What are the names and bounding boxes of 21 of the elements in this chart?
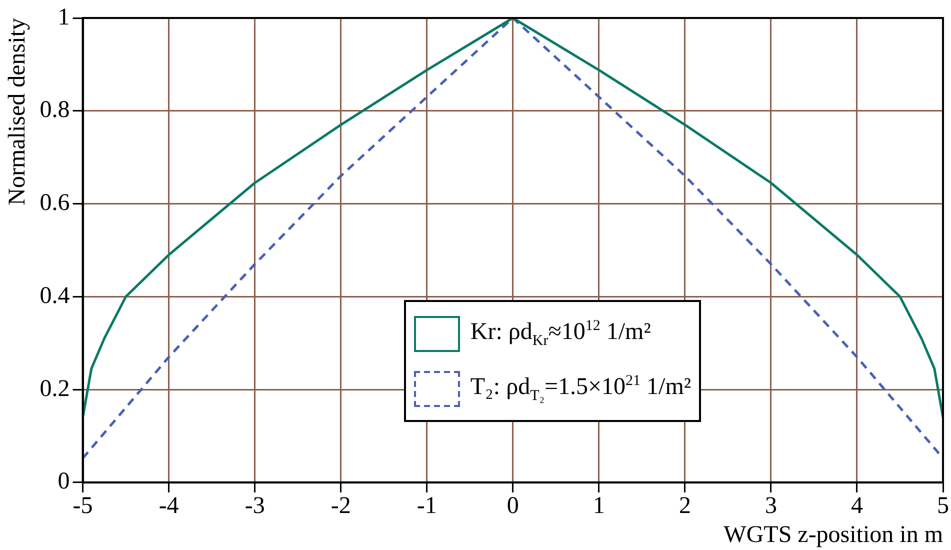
x-tick-label: 5	[937, 493, 949, 520]
x-tick-label: 3	[764, 493, 777, 520]
x-tick-label: -2	[330, 493, 351, 520]
y-tick-label: 0.4	[40, 282, 70, 309]
legend-label: Kr: ρd$_{Kr}$≈10$^{12}$ 1/m²	[470, 317, 651, 352]
x-tick-label: 4	[850, 493, 863, 520]
y-tick-label: 0	[58, 468, 70, 495]
y-tick-label: 0.2	[40, 376, 70, 402]
x-tick-label: -5	[72, 493, 93, 520]
y-tick-label: 1	[58, 4, 70, 30]
x-tick-label: 2	[678, 493, 691, 520]
x-tick-label: -3	[244, 493, 265, 520]
x-axis-title: WGTS z-position in m	[724, 522, 944, 548]
y-tick-label: 0.6	[40, 190, 70, 216]
x-tick-label: -4	[158, 493, 179, 520]
x-tick-label: -1	[416, 493, 437, 520]
legend-label: T₂: ρd$_{T₂}$=1.5×10$^{21}$ 1/m²	[470, 372, 692, 406]
x-tick-label: 0	[506, 493, 519, 520]
x-tick-label: 1	[592, 493, 605, 520]
y-tick-label: 0.8	[40, 97, 70, 124]
y-axis-title: Normalised density	[4, 18, 31, 206]
